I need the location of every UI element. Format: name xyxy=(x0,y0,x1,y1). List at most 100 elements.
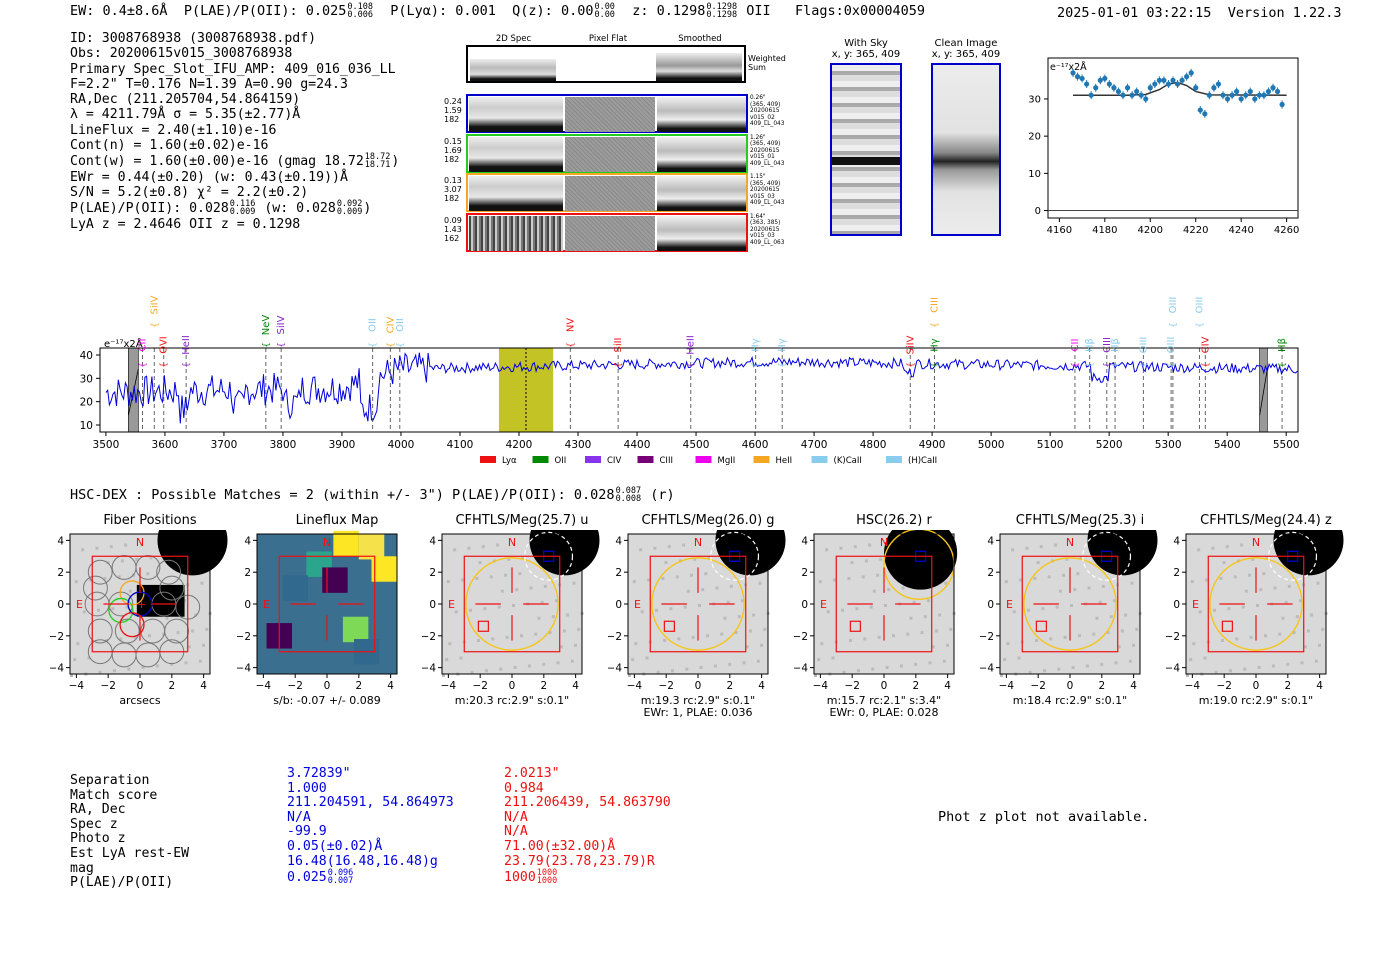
noise-pixel xyxy=(574,643,578,647)
noise-pixel xyxy=(928,661,932,665)
noise-pixel xyxy=(1100,662,1104,666)
noise-pixel xyxy=(202,643,206,647)
line-label: CIII xyxy=(929,297,940,313)
header-qz: Q(z): 0.00 xyxy=(512,3,594,19)
fiber-meta-line: 20200615 xyxy=(750,187,780,194)
fiber-meta-line: (365, 409) xyxy=(750,180,781,187)
zoom-data-point xyxy=(1252,96,1258,102)
noise-pixel xyxy=(634,642,638,646)
stamp-x-tick-label: −2 xyxy=(100,680,115,692)
match-circle xyxy=(524,531,574,581)
noise-pixel xyxy=(1062,573,1066,577)
match-value: 1.000 xyxy=(287,780,327,796)
stamp-y-tick-label: 4 xyxy=(615,535,622,547)
noise-pixel xyxy=(534,632,538,636)
stamp-x-tick-label: 4 xyxy=(1130,680,1137,692)
zoom-data-point xyxy=(1270,85,1276,91)
noise-pixel xyxy=(1079,556,1083,560)
stamp-image: N E −4 4 −2 2 0 0 2 −2 4 −4 xyxy=(422,530,600,692)
noise-pixel xyxy=(481,545,485,549)
stamp-y-tick-label: −2 xyxy=(980,631,994,643)
zoom-data-point xyxy=(1088,92,1094,98)
with-sky-cutout xyxy=(830,63,902,236)
zoom-data-point xyxy=(1161,77,1167,83)
noise-pixel xyxy=(839,546,843,550)
line-bracket: { xyxy=(182,362,192,368)
noise-pixel xyxy=(639,548,643,552)
noise-pixel xyxy=(760,643,764,647)
noise-pixel xyxy=(518,572,522,576)
zoom-data-point xyxy=(1202,111,1208,117)
match-value: 1000 1000 1000 xyxy=(504,868,558,887)
fiber-stat: 0.15 xyxy=(444,136,462,146)
stamp-y-tick-label: 2 xyxy=(615,567,622,579)
noise-pixel xyxy=(515,588,519,592)
fiber-pixel-flat xyxy=(565,215,655,251)
fiber-row-frame xyxy=(466,173,748,212)
noise-pixel xyxy=(740,599,744,603)
noise-pixel xyxy=(1070,604,1073,607)
noise-pixel xyxy=(442,674,445,677)
stamp-y-tick-label: 0 xyxy=(801,599,808,611)
noise-pixel xyxy=(491,637,495,641)
noise-pixel xyxy=(95,546,99,550)
noise-pixel xyxy=(448,642,452,646)
noise-pixel xyxy=(1205,578,1209,582)
stamp-x-tick-label: 2 xyxy=(540,680,547,692)
match-row-label: mag xyxy=(70,860,94,876)
noise-pixel xyxy=(1259,588,1263,592)
stamp-x-tick-label: 2 xyxy=(168,680,175,692)
noise-pixel xyxy=(669,607,673,611)
stamp-caption-line: m:20.3 rc:2.9" s:0.1" xyxy=(454,694,570,707)
noise-pixel xyxy=(562,629,566,633)
noise-pixel xyxy=(1314,659,1318,663)
noise-pixel xyxy=(111,607,115,611)
selected-fiber xyxy=(119,612,145,638)
line-label: HeII xyxy=(181,335,192,355)
stamp-y-tick-label: 2 xyxy=(1173,567,1180,579)
line-label: NV xyxy=(565,318,576,332)
noise-pixel xyxy=(1114,661,1118,665)
line-label: OIII xyxy=(1194,297,1205,314)
noise-pixel xyxy=(655,608,659,612)
noise-pixel xyxy=(1248,573,1252,577)
noise-pixel xyxy=(647,578,651,582)
spectrum-x-tick-label: 5300 xyxy=(1155,439,1182,451)
stamp-x-tick-label: 0 xyxy=(324,680,331,692)
noise-pixel xyxy=(548,631,552,635)
fiber-meta-line: 1.26" xyxy=(750,134,766,141)
fiber-meta-line: 409_LL_063 xyxy=(750,239,785,246)
noise-pixel xyxy=(1286,662,1290,666)
noise-pixel xyxy=(1186,674,1189,677)
noise-pixel xyxy=(1298,599,1302,603)
east-label: E xyxy=(820,598,827,611)
noise-pixel xyxy=(698,604,701,607)
line-bracket: { xyxy=(1111,362,1121,368)
noise-pixel xyxy=(112,669,116,673)
spectrum-x-tick-label: 4900 xyxy=(919,439,946,451)
stamp-x-tick-label: −4 xyxy=(256,680,272,692)
weighted-sum-label: Weighted Sum xyxy=(748,54,786,72)
fiber-meta-line: (363, 385) xyxy=(750,220,781,227)
noise-pixel xyxy=(105,639,108,642)
noise-pixel xyxy=(97,608,101,612)
match-row-label: Spec z xyxy=(70,816,118,832)
noise-pixel xyxy=(691,635,695,639)
noise-pixel xyxy=(1049,637,1053,641)
line-label: CIII xyxy=(1102,337,1113,353)
legend-label: CIV xyxy=(607,456,621,465)
line-label: SiIV xyxy=(149,295,160,314)
line-label: OII xyxy=(368,318,379,332)
noise-pixel xyxy=(1192,642,1196,646)
noise-pixel xyxy=(885,666,889,670)
noise-pixel xyxy=(467,546,471,550)
line-label: SiIV xyxy=(905,335,916,354)
zoom-data-point xyxy=(1106,81,1112,87)
match-box-red xyxy=(1035,620,1047,632)
noise-pixel xyxy=(190,629,194,633)
fiber-circle xyxy=(83,575,108,601)
zoom-y-tick-label: 20 xyxy=(1028,132,1041,143)
fiber-meta: 1.26" (365, 409) 20200615 v015_01 409_LL_043 xyxy=(750,135,784,168)
lineflux-pixel xyxy=(342,616,369,643)
noise-pixel xyxy=(686,589,690,593)
